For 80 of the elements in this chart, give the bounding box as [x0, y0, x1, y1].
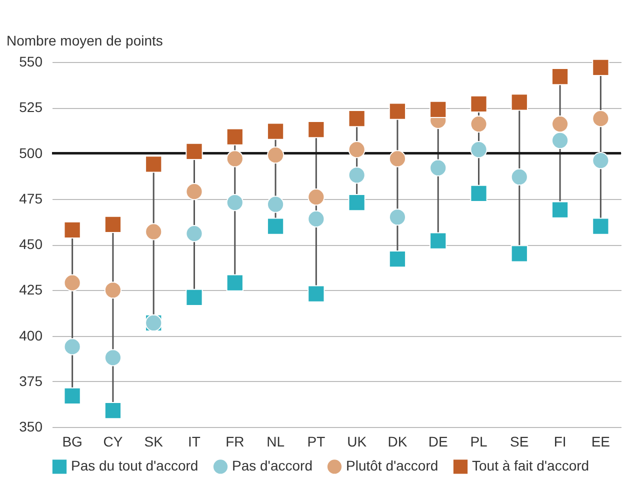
x-tick-label: BG	[62, 434, 82, 450]
point	[551, 68, 569, 86]
x-tick-label: IT	[188, 434, 201, 450]
x-tick-label: NL	[266, 434, 285, 450]
point	[186, 142, 203, 160]
point	[348, 141, 366, 158]
x-tick-label: SE	[510, 434, 529, 450]
y-tick-label: 425	[19, 282, 43, 298]
point	[266, 218, 284, 235]
point	[308, 188, 325, 206]
point	[470, 95, 488, 113]
point	[510, 245, 528, 262]
point	[430, 159, 447, 176]
y-tick-label: 375	[19, 372, 43, 389]
point	[186, 288, 203, 306]
point	[104, 216, 122, 233]
point	[430, 100, 447, 118]
y-tick-label: 550	[19, 54, 43, 70]
point	[510, 94, 528, 111]
point	[308, 210, 325, 228]
point	[470, 184, 488, 202]
point	[64, 221, 81, 238]
point	[226, 128, 244, 146]
point	[186, 225, 203, 242]
point	[226, 194, 244, 212]
point	[388, 150, 406, 168]
point	[145, 156, 162, 173]
point	[551, 201, 569, 218]
point	[592, 152, 610, 170]
point	[266, 196, 284, 213]
point	[266, 122, 284, 140]
legend-label: Plutôt d'accord	[346, 458, 438, 474]
point	[388, 250, 406, 268]
point	[64, 274, 81, 292]
point	[388, 102, 406, 120]
point	[348, 166, 366, 184]
y-tick-label: 450	[19, 236, 43, 252]
x-tick-label: SK	[144, 434, 164, 450]
point	[551, 116, 569, 133]
point	[470, 116, 488, 133]
point	[470, 141, 488, 158]
x-tick-label: UK	[347, 434, 368, 450]
point	[226, 150, 244, 168]
legend-label: Pas du tout d'accord	[71, 458, 198, 474]
point	[510, 168, 528, 186]
point	[266, 146, 284, 164]
x-tick-label: DK	[388, 434, 408, 450]
point	[308, 120, 325, 138]
x-tick-label: FR	[226, 434, 244, 450]
x-tick-label: PT	[307, 434, 326, 450]
y-tick-label: 400	[19, 327, 43, 344]
point	[430, 232, 447, 250]
point	[308, 285, 325, 302]
point	[64, 338, 81, 356]
x-tick-label: PL	[470, 434, 488, 450]
point	[592, 58, 610, 76]
legend-label: Pas d'accord	[232, 458, 312, 474]
legend-label: Tout à fait d'accord	[472, 458, 590, 474]
point	[104, 402, 122, 420]
point	[64, 387, 81, 405]
point	[104, 282, 122, 299]
point	[592, 110, 610, 128]
point	[388, 208, 406, 226]
point	[348, 194, 366, 212]
point	[348, 110, 366, 128]
y-tick-label: 525	[19, 99, 43, 116]
point	[592, 218, 610, 235]
point	[226, 274, 244, 292]
x-tick-label: EE	[591, 434, 610, 450]
point	[551, 132, 569, 150]
x-tick-label: FI	[554, 434, 566, 450]
point	[104, 349, 122, 366]
y-tick-label: 500	[19, 144, 43, 161]
x-tick-label: CY	[103, 434, 124, 450]
point	[186, 183, 203, 200]
y-tick-label: 350	[19, 418, 43, 434]
y-axis-title: Nombre moyen de points	[6, 32, 163, 48]
x-tick-label: DE	[428, 434, 448, 450]
y-tick-label: 475	[19, 190, 43, 206]
point	[145, 223, 162, 240]
